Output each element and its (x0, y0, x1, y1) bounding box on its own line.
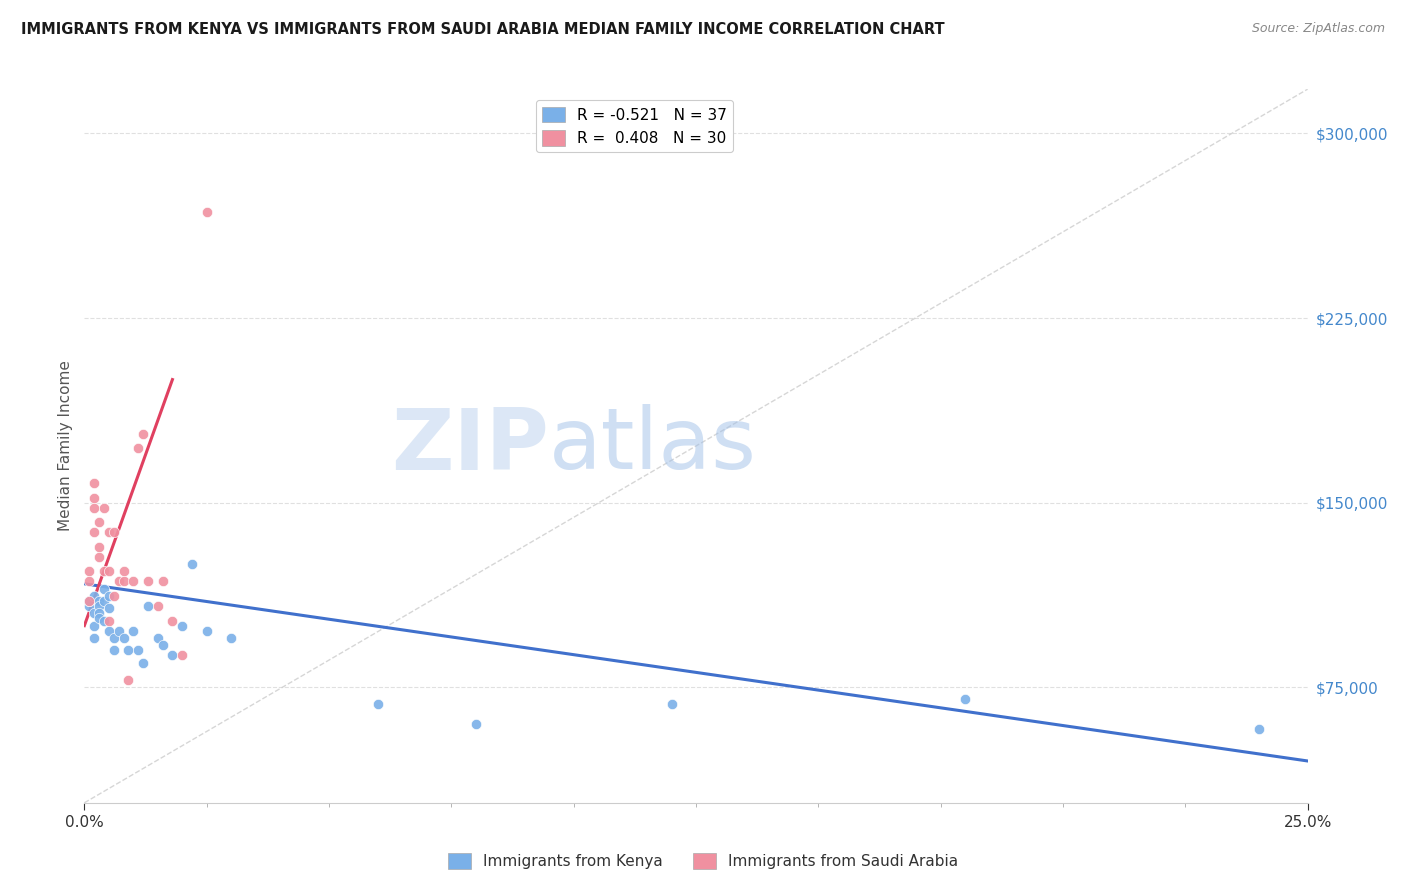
Point (195, 205, 218, 219)
Point (136, 574, 159, 589)
Point (77, 594, 100, 608)
Point (87, 594, 110, 608)
Point (97, 624, 120, 638)
Point (97, 589, 120, 603)
Point (132, 656, 155, 670)
Point (162, 648, 184, 662)
Point (122, 574, 145, 589)
Legend: Immigrants from Kenya, Immigrants from Saudi Arabia: Immigrants from Kenya, Immigrants from S… (441, 847, 965, 875)
Point (464, 717, 486, 731)
Point (93, 500, 115, 515)
Point (103, 589, 125, 603)
Point (181, 557, 204, 571)
Text: atlas: atlas (550, 404, 758, 488)
Point (83, 491, 105, 505)
Point (83, 589, 105, 603)
Point (93, 565, 115, 579)
Text: Source: ZipAtlas.com: Source: ZipAtlas.com (1251, 22, 1385, 36)
Point (152, 638, 174, 652)
Point (97, 525, 120, 540)
Point (112, 565, 135, 579)
Point (112, 631, 135, 645)
Point (117, 673, 139, 687)
Point (87, 516, 110, 530)
Point (93, 614, 115, 628)
Legend: R = -0.521   N = 37, R =  0.408   N = 30: R = -0.521 N = 37, R = 0.408 N = 30 (536, 101, 734, 153)
Point (172, 648, 194, 662)
Point (87, 540, 110, 554)
Y-axis label: Median Family Income: Median Family Income (58, 360, 73, 532)
Point (87, 549, 110, 564)
Point (83, 500, 105, 515)
Point (97, 614, 120, 628)
Point (87, 611, 110, 625)
Text: ZIP: ZIP (391, 404, 550, 488)
Point (77, 574, 100, 589)
Point (195, 624, 218, 638)
Point (122, 624, 145, 638)
Point (127, 442, 149, 456)
Point (77, 594, 100, 608)
Point (93, 594, 115, 608)
Point (83, 607, 105, 621)
Point (1247, 722, 1270, 736)
Point (93, 582, 115, 596)
Point (83, 525, 105, 540)
Point (152, 574, 174, 589)
Point (953, 692, 976, 706)
Point (112, 574, 135, 589)
Point (83, 618, 105, 632)
Point (136, 599, 159, 613)
Point (107, 574, 129, 589)
Point (83, 475, 105, 490)
Point (97, 565, 120, 579)
Point (146, 631, 169, 645)
Text: IMMIGRANTS FROM KENYA VS IMMIGRANTS FROM SAUDI ARABIA MEDIAN FAMILY INCOME CORRE: IMMIGRANTS FROM KENYA VS IMMIGRANTS FROM… (21, 22, 945, 37)
Point (87, 607, 110, 621)
Point (103, 525, 125, 540)
Point (87, 599, 110, 613)
Point (97, 601, 120, 615)
Point (367, 698, 389, 712)
Point (83, 631, 105, 645)
Point (127, 643, 149, 657)
Point (77, 565, 100, 579)
Point (146, 599, 169, 613)
Point (661, 698, 683, 712)
Point (172, 618, 194, 632)
Point (117, 643, 139, 657)
Point (77, 599, 100, 613)
Point (162, 614, 184, 628)
Point (132, 426, 155, 441)
Point (219, 631, 242, 645)
Point (107, 624, 129, 638)
Point (103, 631, 125, 645)
Point (103, 643, 125, 657)
